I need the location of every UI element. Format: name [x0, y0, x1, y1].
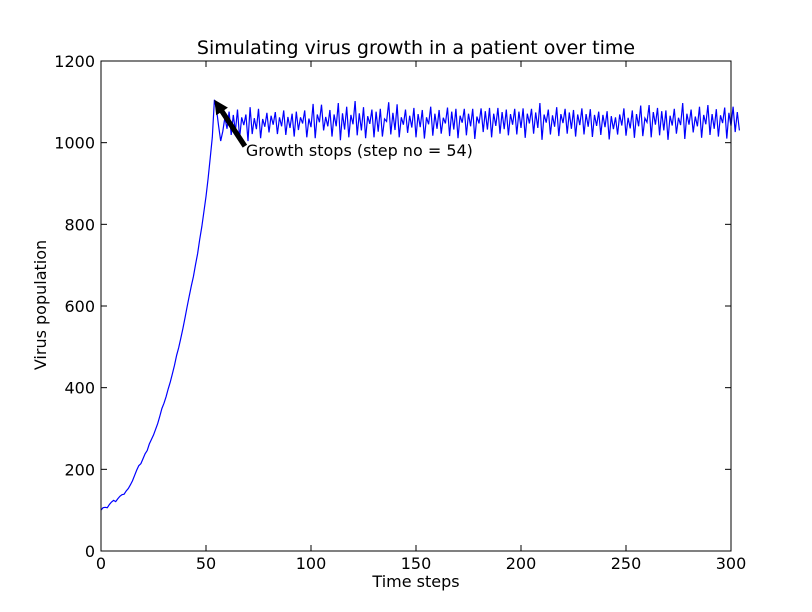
x-tick-label: 300	[716, 554, 747, 573]
x-axis-label: Time steps	[371, 572, 459, 591]
x-tick-label: 100	[296, 554, 327, 573]
y-tick-label: 200	[64, 460, 95, 479]
y-tick-label: 600	[64, 297, 95, 316]
series-line	[100, 99, 740, 511]
x-tick-label: 200	[506, 554, 537, 573]
y-tick-label: 400	[64, 379, 95, 398]
y-tick-label: 1200	[54, 52, 95, 71]
x-axis: 0 50 100 150 200 250 300	[96, 61, 746, 573]
annotation-text: Growth stops (step no = 54)	[246, 141, 473, 160]
plot-area-frame	[100, 60, 732, 552]
annotation-arrow	[214, 99, 248, 148]
x-tick-label: 0	[96, 554, 106, 573]
y-axis-label: Virus population	[31, 240, 50, 370]
y-tick-label: 800	[64, 215, 95, 234]
y-tick-label: 1000	[54, 134, 95, 153]
y-axis: 0 200 400 600 800 1000 1200	[54, 52, 731, 561]
x-tick-label: 250	[611, 554, 642, 573]
x-tick-label: 150	[401, 554, 432, 573]
y-tick-label: 0	[85, 542, 95, 561]
chart-title: Simulating virus growth in a patient ove…	[197, 37, 635, 59]
x-tick-label: 50	[196, 554, 216, 573]
growth-stops-annotation: Growth stops (step no = 54)	[214, 99, 473, 160]
